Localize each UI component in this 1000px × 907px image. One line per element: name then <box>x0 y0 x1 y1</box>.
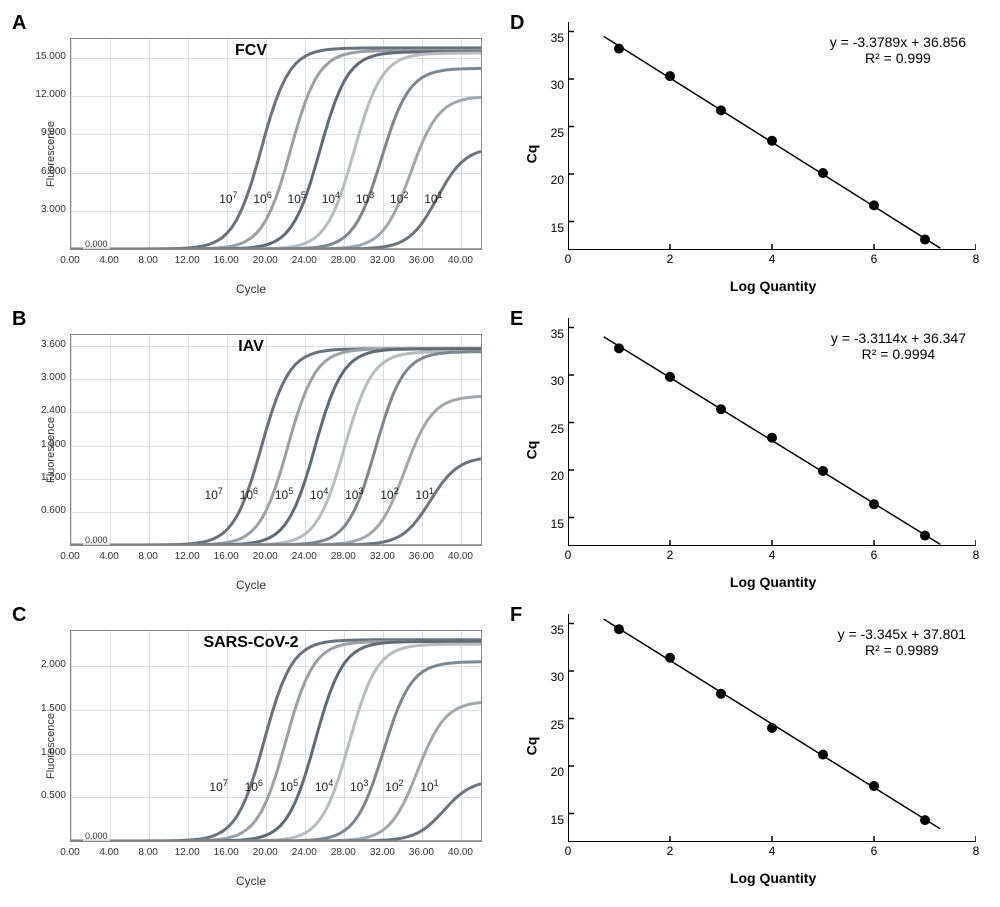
panel-F: F Cq Log Quantity 024681520253035y = -3.… <box>508 602 990 890</box>
scatter-ylabel: Cq <box>523 737 539 756</box>
panel-B: B Fluorescence IAV 0.0001071061051041031… <box>10 306 492 594</box>
panel-label-B: B <box>12 308 26 331</box>
scatter-ylabel: Cq <box>523 441 539 460</box>
panel-A: A Fluorescence FCV 0.0001071061051041031… <box>10 10 492 298</box>
amp-xlabel: Cycle <box>236 282 266 296</box>
regression-equation: y = -3.3789x + 36.856R² = 0.999 <box>830 34 966 66</box>
amp-title-A: FCV <box>235 42 267 60</box>
amp-plot-A: 0.000107106105104103102101 <box>70 38 482 250</box>
scatter-ylabel: Cq <box>523 145 539 164</box>
figure-grid: A Fluorescence FCV 0.0001071061051041031… <box>10 10 990 890</box>
panel-label-D: D <box>510 12 524 35</box>
scatter-xlabel: Log Quantity <box>730 574 816 590</box>
panel-label-A: A <box>12 12 26 35</box>
panel-label-F: F <box>510 604 522 627</box>
scatter-xlabel: Log Quantity <box>730 870 816 886</box>
amp-plot-B: 0.000107106105104103102101 <box>70 334 482 546</box>
panel-E: E Cq Log Quantity 024681520253035y = -3.… <box>508 306 990 594</box>
amp-title-B: IAV <box>238 338 263 356</box>
regression-equation: y = -3.3114x + 36.347R² = 0.9994 <box>831 330 966 362</box>
amp-xlabel: Cycle <box>236 578 266 592</box>
amp-title-C: SARS-CoV-2 <box>203 634 298 652</box>
panel-D: D Cq Log Quantity 024681520253035y = -3.… <box>508 10 990 298</box>
amp-plot-C: 0.000107106105104103102101 <box>70 630 482 842</box>
scatter-xlabel: Log Quantity <box>730 278 816 294</box>
amp-xlabel: Cycle <box>236 874 266 888</box>
panel-C: C Fluorescence SARS-CoV-2 0.000107106105… <box>10 602 492 890</box>
panel-label-C: C <box>12 604 26 627</box>
regression-equation: y = -3.345x + 37.801R² = 0.9989 <box>838 626 966 658</box>
panel-label-E: E <box>510 308 523 331</box>
